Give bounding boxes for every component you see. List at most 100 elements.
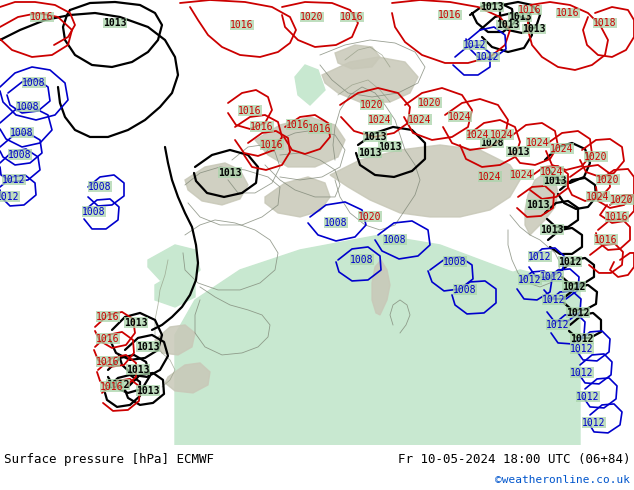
Text: 1024: 1024	[510, 170, 534, 180]
Text: 1020: 1020	[418, 98, 442, 108]
Text: 1012: 1012	[559, 257, 582, 267]
Text: 1013: 1013	[136, 342, 160, 352]
Text: 1012: 1012	[0, 192, 20, 202]
Text: 1013: 1013	[543, 176, 567, 186]
Text: 1013: 1013	[363, 132, 387, 142]
Text: 1013: 1013	[526, 200, 550, 210]
Text: 1020: 1020	[358, 212, 382, 222]
Text: 1024: 1024	[526, 138, 550, 148]
Polygon shape	[165, 363, 210, 393]
Text: 1013: 1013	[103, 18, 127, 28]
Polygon shape	[175, 235, 520, 445]
Text: 1016: 1016	[230, 20, 254, 30]
Text: 1016: 1016	[250, 122, 274, 132]
Text: 1012: 1012	[476, 52, 500, 62]
Text: 1012: 1012	[3, 175, 26, 185]
Text: 1013: 1013	[358, 148, 382, 158]
Text: 1013: 1013	[136, 386, 160, 396]
Text: ©weatheronline.co.uk: ©weatheronline.co.uk	[495, 475, 630, 485]
Text: 1013: 1013	[508, 12, 532, 22]
Text: 1024: 1024	[478, 172, 501, 182]
Polygon shape	[255, 117, 345, 167]
Text: 1012: 1012	[542, 295, 566, 305]
Text: 1012: 1012	[582, 418, 605, 428]
Text: 1012: 1012	[107, 380, 130, 390]
Text: 1024: 1024	[466, 130, 489, 140]
Text: 1024: 1024	[448, 112, 472, 122]
Text: 1013: 1013	[496, 20, 520, 30]
Text: 1008: 1008	[16, 102, 40, 112]
Polygon shape	[265, 177, 330, 217]
Text: 1012: 1012	[570, 368, 594, 378]
Polygon shape	[525, 173, 558, 235]
Text: 1012: 1012	[566, 308, 590, 318]
Text: 1016: 1016	[96, 357, 120, 367]
Text: 1012: 1012	[518, 275, 541, 285]
Text: 1013: 1013	[507, 147, 530, 157]
Text: 1016: 1016	[438, 10, 462, 20]
Text: 1016: 1016	[605, 212, 629, 222]
Text: Fr 10-05-2024 18:00 UTC (06+84): Fr 10-05-2024 18:00 UTC (06+84)	[398, 453, 630, 466]
Text: 1008: 1008	[8, 150, 32, 160]
Text: 1016: 1016	[594, 235, 618, 245]
Text: 1008: 1008	[10, 128, 34, 138]
Text: 1016: 1016	[238, 106, 262, 116]
Text: 1012: 1012	[576, 392, 600, 402]
Text: 1016: 1016	[286, 120, 310, 130]
Text: 1016: 1016	[340, 12, 364, 22]
Text: 1008: 1008	[383, 235, 407, 245]
Text: 1016: 1016	[30, 12, 54, 22]
Polygon shape	[372, 260, 390, 315]
Text: 1016: 1016	[96, 334, 120, 344]
Text: Surface pressure [hPa] ECMWF: Surface pressure [hPa] ECMWF	[4, 453, 214, 466]
Text: 1016: 1016	[100, 382, 124, 392]
Text: 1016: 1016	[260, 140, 284, 150]
Text: 1013: 1013	[522, 24, 546, 34]
Text: 1024: 1024	[490, 130, 514, 140]
Text: 1013: 1013	[126, 365, 150, 375]
Text: 1008: 1008	[88, 182, 112, 192]
Polygon shape	[295, 65, 325, 105]
Text: 1012: 1012	[570, 334, 594, 344]
Text: 1020: 1020	[585, 152, 608, 162]
Text: 1012: 1012	[570, 344, 594, 354]
Text: 1018: 1018	[593, 18, 617, 28]
Text: 1013: 1013	[480, 2, 504, 12]
Text: 1028: 1028	[480, 138, 504, 148]
Text: 1016: 1016	[518, 5, 541, 15]
Text: 1008: 1008	[443, 257, 467, 267]
Polygon shape	[155, 270, 195, 307]
Text: 1008: 1008	[82, 207, 106, 217]
Text: 1024: 1024	[586, 192, 610, 202]
Text: 1024: 1024	[540, 167, 564, 177]
Polygon shape	[460, 270, 580, 445]
Text: 1016: 1016	[556, 8, 579, 18]
Text: 1024: 1024	[550, 144, 574, 154]
Text: 1008: 1008	[350, 255, 374, 265]
Text: 1013: 1013	[378, 142, 402, 152]
Polygon shape	[335, 45, 380, 69]
Text: 1008: 1008	[453, 285, 477, 295]
Text: 1024: 1024	[368, 115, 392, 125]
Text: 1013: 1013	[218, 168, 242, 178]
Text: 1013: 1013	[540, 225, 564, 235]
Text: 1013: 1013	[124, 318, 148, 328]
Text: 1012: 1012	[463, 40, 487, 50]
Text: 1020: 1020	[611, 195, 634, 205]
Polygon shape	[148, 245, 200, 285]
Polygon shape	[322, 57, 418, 103]
Text: 1012: 1012	[540, 272, 564, 282]
Polygon shape	[330, 145, 520, 217]
Text: 1016: 1016	[308, 124, 332, 134]
Polygon shape	[155, 325, 195, 355]
Text: 1012: 1012	[528, 252, 552, 262]
Text: 1016: 1016	[96, 312, 120, 322]
Text: 1020: 1020	[301, 12, 324, 22]
Text: 1020: 1020	[360, 100, 384, 110]
Text: 1024: 1024	[408, 115, 432, 125]
Text: 1012: 1012	[547, 320, 570, 330]
Polygon shape	[185, 163, 248, 205]
Text: 1012: 1012	[562, 282, 586, 292]
Text: 1008: 1008	[324, 218, 348, 228]
Text: 1020: 1020	[596, 175, 620, 185]
